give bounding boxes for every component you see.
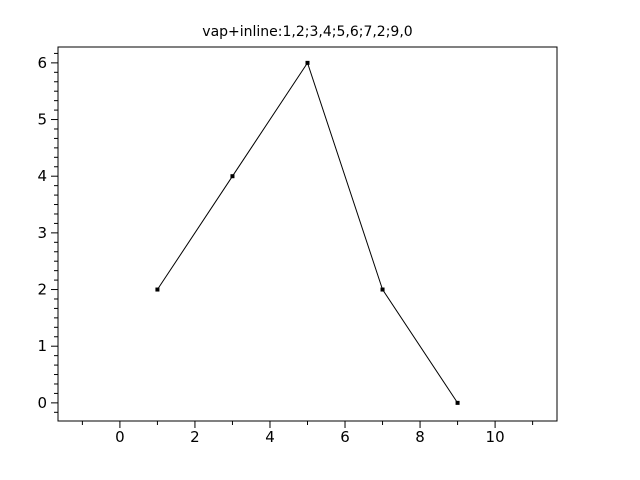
- data-point-marker: [455, 400, 460, 405]
- axis-tick-labels: 0 2 4 6 8 10 0 1 2 3 4 5 6: [37, 54, 504, 446]
- plot-box-frame: [57, 46, 558, 422]
- y-tick-label: 1: [37, 337, 47, 355]
- x-tick-label: 10: [486, 428, 505, 446]
- data-point-marker: [380, 287, 385, 292]
- y-tick-label: 5: [37, 111, 47, 129]
- x-tick-label: 8: [415, 428, 425, 446]
- data-point-marker: [230, 174, 235, 179]
- y-tick-label: 3: [37, 224, 47, 242]
- data-point-marker: [155, 287, 160, 292]
- y-tick-label: 2: [37, 281, 47, 299]
- chart-title: vap+inline:1,2;3,4;5,6;7,2;9,0: [202, 24, 412, 40]
- x-tick-label: 6: [340, 428, 350, 446]
- y-tick-label: 4: [37, 167, 47, 185]
- data-point-marker: [305, 60, 310, 65]
- data-series: [155, 60, 460, 405]
- data-line: [157, 61, 458, 404]
- x-tick-label: 2: [190, 428, 200, 446]
- y-tick-label: 0: [37, 394, 47, 412]
- axis-ticks: [51, 52, 534, 428]
- plot-frame: [57, 46, 558, 422]
- x-tick-label: 4: [265, 428, 275, 446]
- x-tick-label: 0: [115, 428, 125, 446]
- y-tick-label: 6: [37, 54, 47, 72]
